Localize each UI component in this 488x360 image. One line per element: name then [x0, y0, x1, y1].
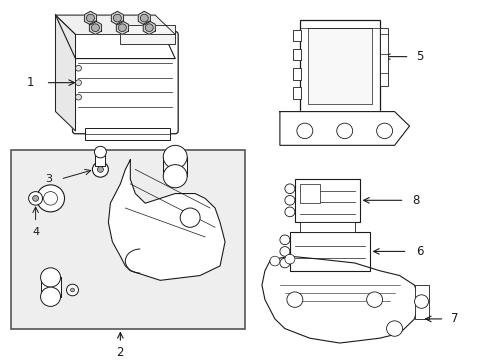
Circle shape — [336, 123, 352, 139]
Polygon shape — [56, 15, 75, 131]
Circle shape — [163, 145, 187, 168]
Circle shape — [269, 256, 279, 266]
Bar — [292, 87, 300, 99]
Text: 2: 2 — [116, 346, 124, 359]
Circle shape — [180, 208, 200, 227]
Circle shape — [92, 162, 108, 177]
Circle shape — [414, 295, 427, 308]
Bar — [299, 20, 379, 112]
Polygon shape — [56, 15, 175, 35]
Circle shape — [163, 165, 187, 188]
Circle shape — [97, 167, 103, 172]
Polygon shape — [279, 112, 408, 145]
Circle shape — [279, 235, 289, 245]
Bar — [299, 184, 319, 203]
Polygon shape — [262, 256, 419, 343]
Text: 3: 3 — [45, 174, 52, 184]
Circle shape — [66, 284, 78, 296]
Circle shape — [41, 287, 61, 306]
Polygon shape — [56, 15, 175, 59]
Circle shape — [75, 65, 81, 71]
Bar — [414, 285, 428, 319]
Circle shape — [33, 195, 39, 201]
Circle shape — [279, 258, 289, 268]
Circle shape — [285, 184, 294, 194]
Text: 6: 6 — [415, 245, 423, 258]
Circle shape — [75, 94, 81, 100]
Circle shape — [91, 24, 99, 32]
Bar — [85, 128, 170, 140]
Text: 4: 4 — [32, 227, 39, 237]
Bar — [163, 157, 187, 176]
Bar — [307, 28, 371, 104]
Circle shape — [75, 80, 81, 86]
Bar — [292, 49, 300, 60]
Circle shape — [70, 288, 74, 292]
Bar — [120, 25, 175, 44]
Polygon shape — [108, 160, 224, 280]
Bar — [41, 278, 61, 297]
Circle shape — [145, 24, 153, 32]
Polygon shape — [116, 21, 128, 35]
Circle shape — [140, 14, 148, 22]
Circle shape — [43, 192, 58, 205]
Polygon shape — [138, 11, 150, 25]
Circle shape — [37, 185, 64, 212]
Polygon shape — [84, 11, 96, 25]
Circle shape — [286, 292, 302, 307]
Polygon shape — [143, 21, 155, 35]
Circle shape — [41, 268, 61, 287]
Text: 8: 8 — [411, 194, 418, 207]
Bar — [379, 28, 387, 86]
Bar — [294, 179, 359, 222]
Bar — [292, 68, 300, 80]
Bar — [299, 222, 354, 232]
FancyBboxPatch shape — [72, 32, 178, 134]
Circle shape — [29, 192, 42, 205]
Circle shape — [376, 123, 392, 139]
Polygon shape — [111, 11, 123, 25]
Circle shape — [296, 123, 312, 139]
Circle shape — [94, 146, 106, 158]
Circle shape — [386, 321, 402, 336]
Text: 1: 1 — [27, 76, 34, 89]
Text: 7: 7 — [450, 312, 457, 325]
Circle shape — [285, 254, 294, 264]
Bar — [292, 30, 300, 41]
Bar — [289, 232, 369, 271]
Circle shape — [113, 14, 121, 22]
Text: 5: 5 — [415, 50, 422, 63]
Circle shape — [285, 195, 294, 205]
Bar — [11, 150, 244, 329]
Circle shape — [279, 247, 289, 256]
Circle shape — [366, 292, 382, 307]
Bar — [95, 152, 105, 166]
Circle shape — [86, 14, 94, 22]
Polygon shape — [89, 21, 102, 35]
Circle shape — [285, 207, 294, 217]
Circle shape — [118, 24, 126, 32]
